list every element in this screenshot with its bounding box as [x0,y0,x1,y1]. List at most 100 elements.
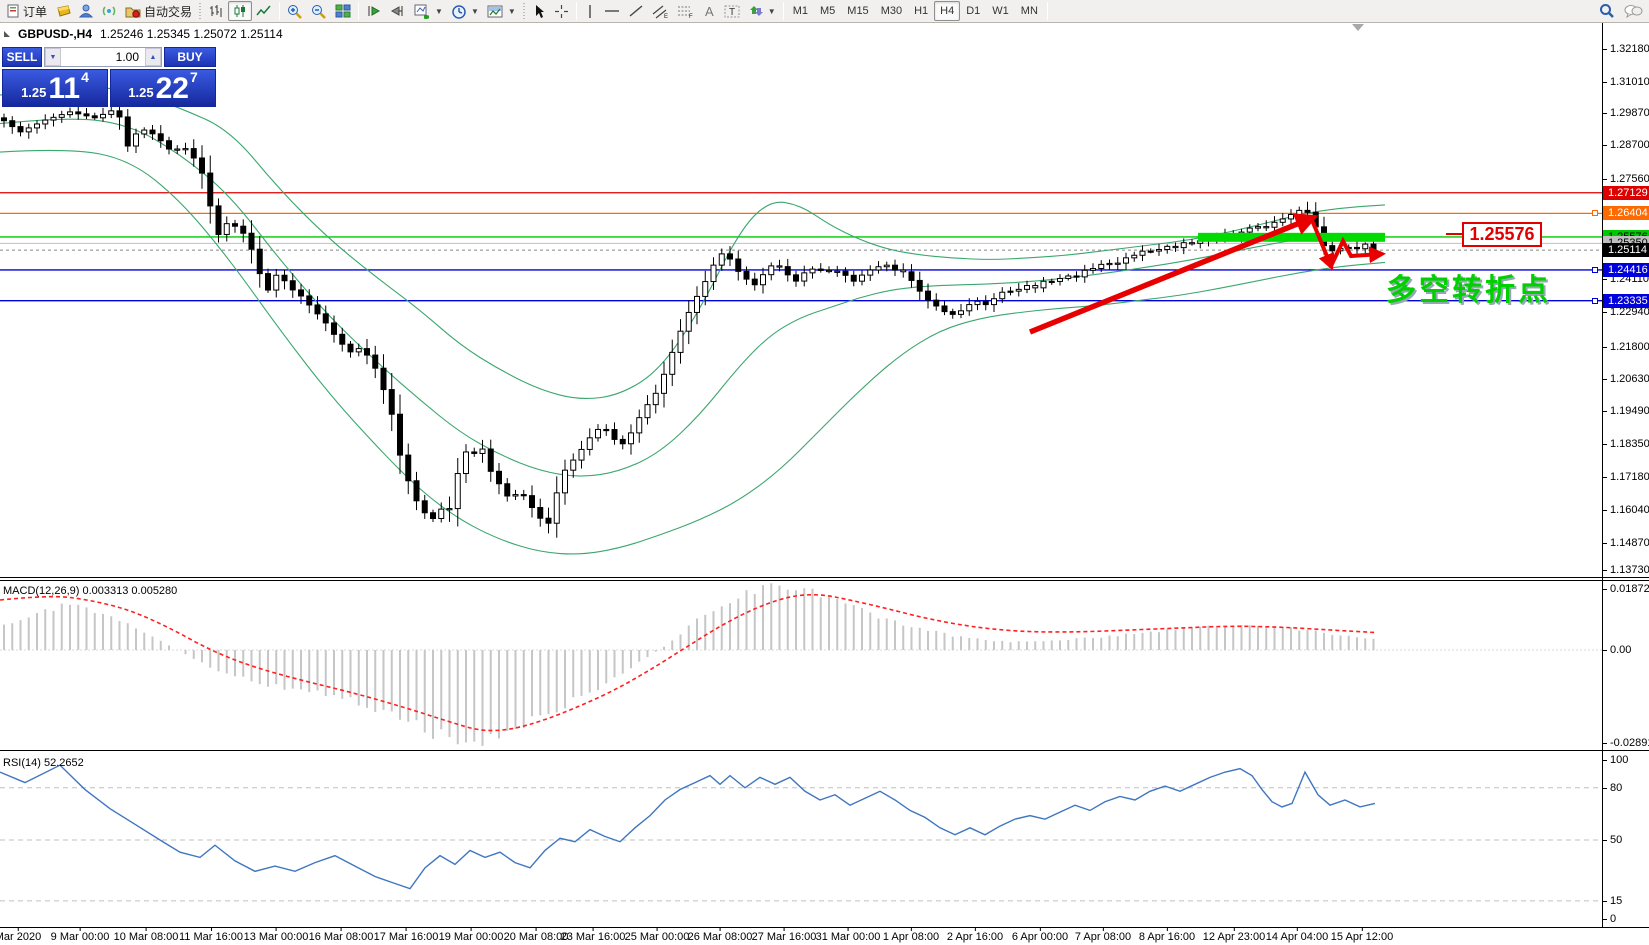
autotrading-icon [125,7,141,18]
line-chart-button[interactable] [252,1,276,21]
tf-d1-button[interactable]: D1 [966,5,981,17]
line-handle[interactable] [1592,266,1598,273]
volume-increase-button[interactable]: ▲ [145,48,161,66]
gold-ingot-button[interactable] [51,1,75,21]
tf-m1-button[interactable]: M1 [792,5,808,17]
user-button[interactable] [75,1,98,21]
chart-shift-button[interactable] [386,1,410,21]
horizontal-line-button[interactable] [600,1,624,21]
symbol-timeframe-label: GBPUSD-,H4 [18,27,93,41]
one-click-trading-panel: SELL ▼ 1.00 ▲ BUY 1.25 11 4 1.25 22 7 [2,47,216,107]
tf-m30-button[interactable]: M30 [880,5,903,17]
rsi-canvas [0,764,1602,902]
time-tick-label: 1 Apr 08:00 [882,928,940,943]
rsi-tick: 0 [1603,913,1649,926]
chat-button[interactable] [1619,1,1647,21]
zoom-out-button[interactable] [307,1,331,21]
time-tick-label: 19 Mar 00:00 [438,928,504,943]
macd-tick: -0.028913 [1603,737,1649,750]
candlestick-chart-button[interactable] [228,1,253,21]
template-icon [487,5,503,17]
rsi-label: RSI(14) 52.2652 [3,757,84,769]
buy-button[interactable]: BUY [164,47,216,67]
price-chart-canvas[interactable] [0,23,1602,577]
time-tick-label: 16 Mar 08:00 [308,928,374,943]
pane-separator[interactable] [0,580,1649,581]
axis-border [1602,23,1603,927]
toolbar: 订单 自动交易 [0,0,1649,23]
line-handle[interactable] [1592,297,1598,304]
line-handle[interactable] [1592,210,1598,217]
time-tick-label: 7 Apr 08:00 [1074,928,1132,943]
text-button[interactable]: A [698,1,720,21]
time-tick-label: 2 Apr 16:00 [946,928,1004,943]
text-label-button[interactable]: T [720,1,744,21]
price-annotation-tag[interactable]: 1.25576 [1462,222,1542,247]
tf-m15-button[interactable]: M15 [847,5,869,17]
toolbar-grip[interactable] [198,3,203,19]
main-chart-pane[interactable]: 1.32180 1.31010 1.29870 1.28700 1.27560 1.241… [0,23,1649,577]
time-tick-label: 26 Mar 08:00 [687,928,753,943]
chevron-down-icon: ▼ [470,6,479,16]
fibonacci-button[interactable]: F [673,1,698,21]
pane-separator[interactable] [0,577,1649,578]
chart-shift-marker[interactable] [1352,24,1364,31]
volume-value[interactable]: 1.00 [115,50,139,64]
sell-price-big: 11 [48,72,81,105]
new-chart-button[interactable]: ▼ [410,1,447,21]
macd-label: MACD(12,26,9) 0.003313 0.005280 [3,585,178,597]
autotrading-button[interactable]: 自动交易 [121,1,196,21]
text-a-icon: A [705,4,714,18]
sell-button[interactable]: SELL [2,47,42,67]
equidistant-channel-button[interactable]: E [648,1,673,21]
toolbar-grip[interactable] [521,3,526,19]
level-price-tag: 1.27129 [1603,185,1649,200]
templates-button[interactable]: ▼ [483,1,520,21]
search-button[interactable] [1595,1,1619,21]
time-tick-label: 11 Mar 16:00 [178,928,244,943]
tile-windows-icon [335,4,351,18]
user-icon [79,4,94,18]
price-tag-connector [1446,233,1462,235]
macd-tick: 0.018721 [1603,583,1649,596]
vertical-line-button[interactable] [580,1,600,21]
volume-decrease-button[interactable]: ▼ [45,48,61,66]
turning-point-annotation[interactable]: 多空转折点 [1386,274,1551,307]
pane-separator[interactable] [0,750,1649,751]
price-tick: 1.28700 [1603,139,1649,152]
bar-chart-button[interactable] [204,1,228,21]
autotrading-label: 自动交易 [144,4,193,19]
tf-h1-button[interactable]: H1 [914,5,929,17]
time-tick-label: 20 Mar 08:00 [503,928,569,943]
arrows-button[interactable]: ▼ [744,1,780,21]
tf-h4-button[interactable]: H4 [934,1,961,21]
tile-windows-button[interactable] [331,1,355,21]
cursor-button[interactable] [528,1,550,21]
chart-title: GBPUSD-,H4 1.25246 1.25345 1.25072 1.251… [4,27,283,41]
level-price-tag: 1.24416 [1603,262,1649,277]
sell-price-button[interactable]: 1.25 11 4 [2,69,108,107]
auto-scroll-button[interactable] [362,1,386,21]
time-tick-label: 31 Mar 00:00 [815,928,881,943]
trendline-button[interactable] [624,1,648,21]
signal-button[interactable] [98,1,121,21]
periods-button[interactable]: ▼ [447,1,483,21]
new-order-button[interactable]: 订单 [2,1,51,21]
rsi-pane[interactable]: RSI(14) 52.2652 100 80 50 15 0 [0,753,1649,927]
time-tick-label: 14 Apr 04:00 [1265,928,1329,943]
tf-mn-button[interactable]: MN [1020,5,1038,17]
toolbar-separator [279,2,281,20]
new-chart-icon [414,4,430,19]
zoom-in-button[interactable] [283,1,307,21]
buy-price-button[interactable]: 1.25 22 7 [110,69,216,107]
pane-separator [0,927,1649,928]
bid-price-tag: 1.25114 [1603,243,1649,258]
macd-pane[interactable]: MACD(12,26,9) 0.003313 0.005280 0.018721… [0,581,1649,750]
tf-w1-button[interactable]: W1 [992,5,1009,17]
tf-m5-button[interactable]: M5 [820,5,836,17]
crosshair-button[interactable] [550,1,573,21]
volume-stepper: ▼ 1.00 ▲ [44,47,162,67]
time-tick-label: 23 Mar 16:00 [560,928,626,943]
